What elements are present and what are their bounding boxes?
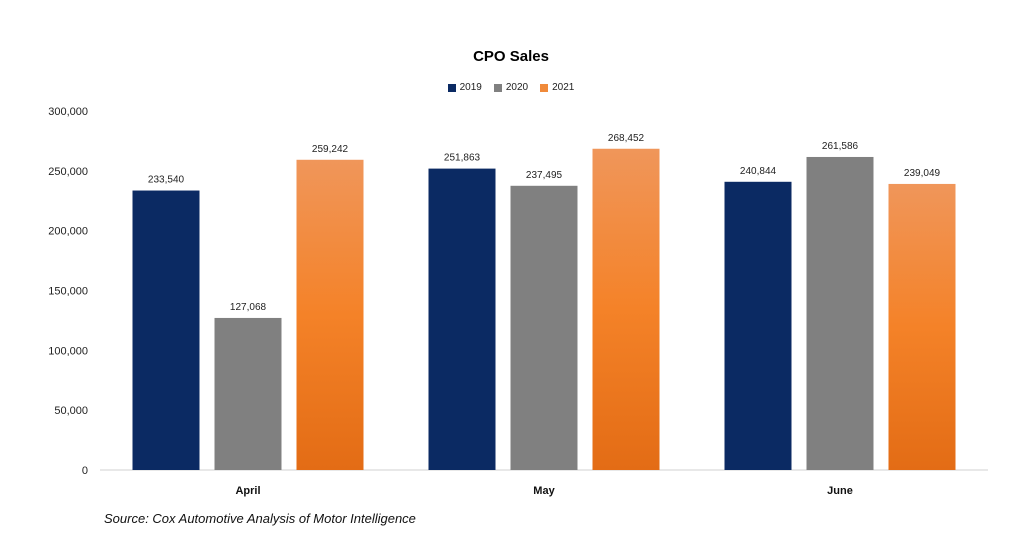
y-tick-label: 200,000	[48, 226, 88, 238]
bar-april-2020	[214, 317, 282, 470]
legend-swatch-2020	[493, 83, 502, 92]
data-label-june-2019: 240,844	[740, 166, 777, 177]
data-label-may-2020: 237,495	[526, 170, 563, 181]
data-label-may-2019: 251,863	[444, 153, 481, 164]
legend-label-2019: 2019	[459, 82, 482, 93]
category-label-april: April	[235, 485, 260, 497]
y-tick-label: 300,000	[48, 106, 88, 118]
legend-item-2020: 2020	[493, 82, 529, 93]
legend-label-2021: 2021	[552, 82, 575, 93]
chart-legend: 2019 2020 2021	[0, 82, 1022, 93]
bar-may-2019	[428, 168, 496, 470]
y-tick-label: 50,000	[54, 405, 88, 417]
category-label-may: May	[533, 485, 555, 497]
data-label-may-2021: 268,452	[608, 133, 645, 144]
chart-title: CPO Sales	[473, 48, 549, 65]
bar-april-2019	[132, 190, 200, 471]
y-tick-label: 150,000	[48, 286, 88, 298]
data-label-june-2021: 239,049	[904, 168, 941, 179]
data-label-april-2019: 233,540	[148, 175, 185, 186]
bar-june-2021	[888, 183, 956, 470]
legend-item-2021: 2021	[540, 82, 574, 93]
y-tick-label: 100,000	[48, 345, 88, 357]
legend-item-2019: 2019	[447, 82, 482, 93]
y-tick-label: 0	[82, 465, 88, 477]
data-label-april-2020: 127,068	[230, 302, 267, 313]
bar-may-2021	[592, 148, 660, 470]
data-label-june-2020: 261,586	[822, 141, 859, 152]
category-label-june: June	[827, 485, 853, 497]
bar-april-2021	[296, 159, 364, 470]
source-note: Source: Cox Automotive Analysis of Motor…	[104, 511, 416, 526]
y-tick-label: 250,000	[48, 166, 88, 178]
bar-may-2020	[510, 185, 578, 470]
legend-swatch-2021	[540, 83, 549, 92]
legend-label-2020: 2020	[505, 82, 529, 93]
bar-june-2020	[806, 156, 874, 470]
bar-june-2019	[724, 181, 792, 470]
data-label-april-2021: 259,242	[312, 144, 349, 155]
legend-swatch-2019	[447, 83, 456, 92]
